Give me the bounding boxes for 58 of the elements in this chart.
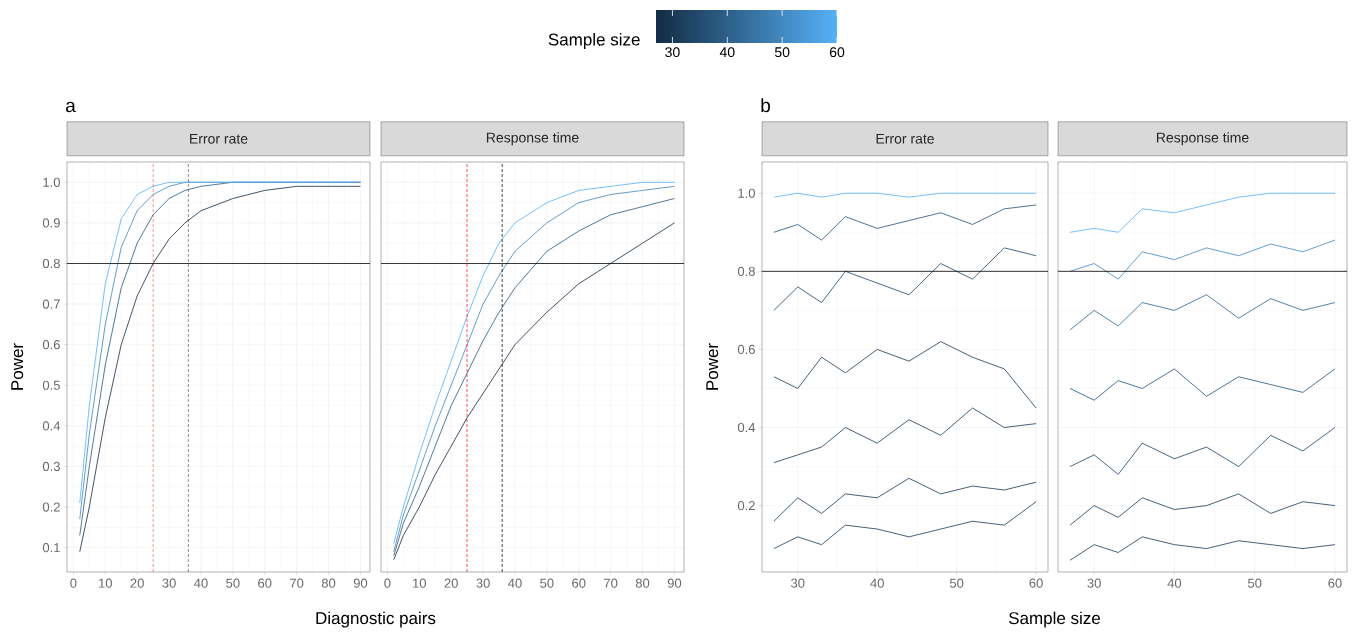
x-tick-label: 10 <box>99 578 112 588</box>
y-tick-label: 0.1 <box>42 543 60 553</box>
color-bar-label: 50 <box>774 47 790 58</box>
chart-title: a <box>66 101 76 113</box>
x-tick-label: 80 <box>321 578 336 588</box>
x-tick-label: 50 <box>540 578 554 588</box>
x-tick-label: 60 <box>1029 578 1043 588</box>
x-tick-label: 30 <box>791 578 805 588</box>
x-tick-label: 20 <box>130 578 144 588</box>
color-bar-label: 40 <box>719 47 735 58</box>
y-tick-label: 0.2 <box>42 502 60 512</box>
x-axis-title: Sample size <box>1008 611 1101 628</box>
x-tick-label: 40 <box>1167 578 1182 588</box>
color-bar-label: 30 <box>665 47 680 58</box>
x-tick-label: 50 <box>226 578 240 588</box>
y-tick-label: 0.5 <box>42 380 60 390</box>
x-tick-label: 80 <box>635 578 650 588</box>
x-tick-label: 30 <box>1087 578 1101 588</box>
y-tick-label: 0.3 <box>42 461 60 472</box>
chart-subtitle: Response time <box>486 132 579 146</box>
y-axis-title: Power <box>11 343 24 390</box>
y-tick-label: 0.6 <box>737 344 755 355</box>
chart-subtitle: Error rate <box>190 133 248 144</box>
x-tick-label: 50 <box>1247 578 1262 588</box>
x-tick-label: 20 <box>444 578 458 588</box>
x-tick-label: 40 <box>508 578 522 588</box>
x-tick-label: 60 <box>258 578 272 588</box>
y-tick-label: 0.8 <box>42 258 60 269</box>
x-axis-title: Diagnostic pairs <box>316 611 436 628</box>
x-tick-label: 70 <box>290 578 304 588</box>
y-tick-label: 1.0 <box>738 188 755 198</box>
x-tick-label: 40 <box>870 578 884 588</box>
x-tick-label: 60 <box>572 578 586 588</box>
y-tick-label: 0.9 <box>42 218 60 228</box>
x-tick-label: 0 <box>384 578 391 588</box>
x-tick-label: 0 <box>70 578 77 588</box>
color-bar-label: 60 <box>829 47 845 58</box>
y-tick-label: 0.7 <box>42 299 60 309</box>
x-tick-label: 90 <box>353 578 368 588</box>
y-tick-label: 0.4 <box>42 421 61 431</box>
x-tick-label: 40 <box>194 578 208 588</box>
x-tick-label: 30 <box>476 578 490 588</box>
x-tick-label: 90 <box>667 578 682 588</box>
y-axis-title: Power <box>706 343 719 390</box>
y-tick-label: 1.0 <box>43 177 60 187</box>
chart-subtitle: Error rate <box>876 133 934 144</box>
x-tick-label: 60 <box>1328 578 1342 588</box>
y-tick-label: 0.6 <box>42 340 60 350</box>
x-tick-label: 50 <box>949 578 964 588</box>
y-tick-label: 0.4 <box>737 422 756 433</box>
y-tick-label: 0.8 <box>737 266 755 276</box>
y-tick-label: 0.2 <box>737 501 755 511</box>
x-tick-label: 70 <box>604 578 618 588</box>
x-tick-label: 10 <box>413 578 426 588</box>
color-bar-title: Sample size <box>548 33 640 49</box>
chart-title: b <box>761 98 770 113</box>
x-tick-label: 30 <box>162 578 176 588</box>
chart-subtitle: Response time <box>1156 132 1249 146</box>
